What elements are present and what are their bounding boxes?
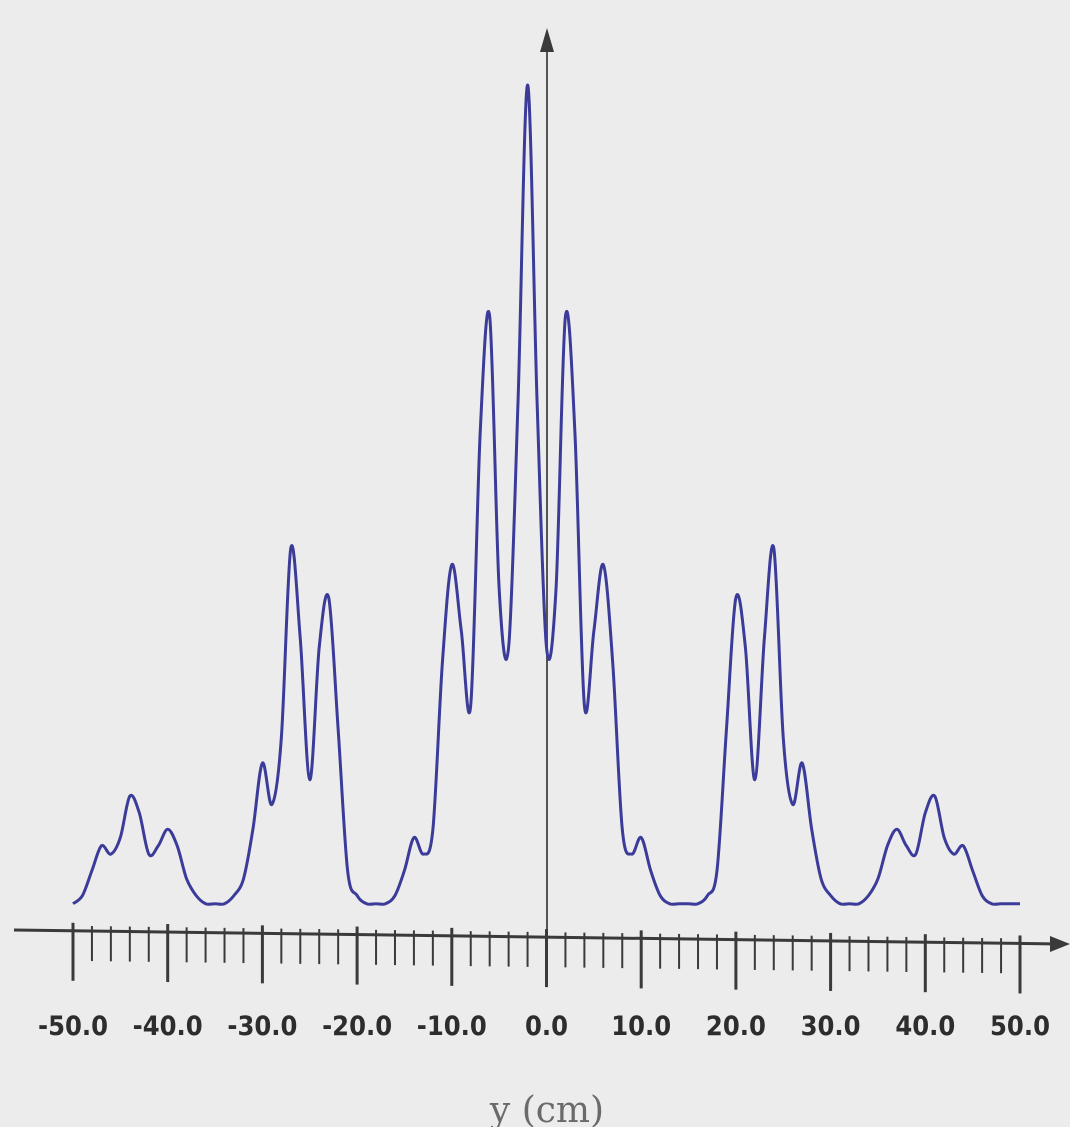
series-line-0 (72, 83, 1020, 906)
x-axis-line (13, 928, 1061, 946)
x-axis-arrowhead (1050, 936, 1070, 952)
x-tick-label: 40.0 (895, 1011, 955, 1042)
x-tick-label: -10.0 (417, 1011, 487, 1042)
x-tick-label: 0.0 (525, 1011, 568, 1042)
x-tick-label: 50.0 (990, 1011, 1050, 1042)
x-tick-label: -50.0 (38, 1011, 108, 1042)
x-tick-label: -30.0 (227, 1011, 297, 1042)
ticks-layer (71, 922, 1022, 994)
x-tick-label: -20.0 (322, 1011, 392, 1042)
x-tick-label: -40.0 (133, 1011, 203, 1042)
y-axis-arrowhead (540, 28, 554, 52)
x-tick-label: 10.0 (611, 1011, 671, 1042)
axes-layer (13, 28, 1070, 952)
x-tick-label: 20.0 (706, 1011, 766, 1042)
x-axis-title: y (cm) (489, 1090, 604, 1127)
series-layer (72, 83, 1020, 906)
x-tick-label: 30.0 (801, 1011, 861, 1042)
tick-labels-layer: -50.0 -40.0 -30.0 -20.0 -10.0 0.0 10.0 20.0 30.0… (38, 1011, 1050, 1042)
